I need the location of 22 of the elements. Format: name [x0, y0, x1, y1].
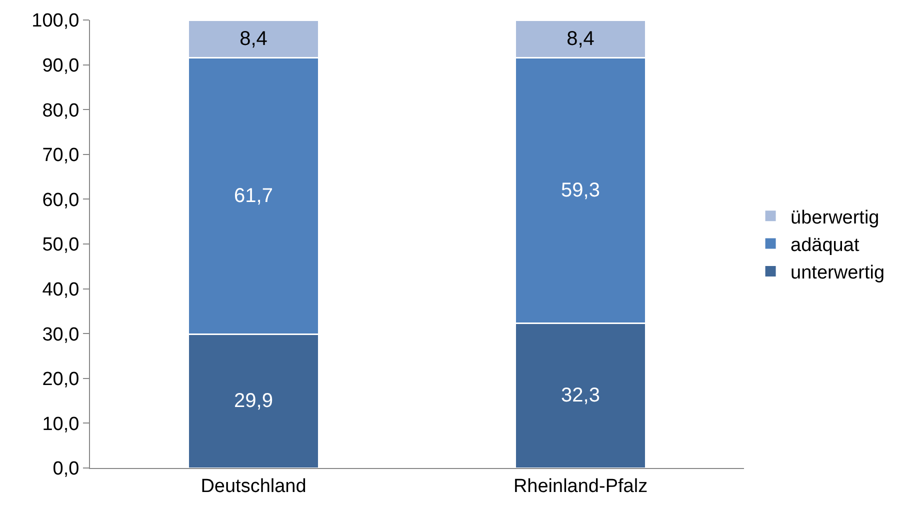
data-label: 8,4	[566, 28, 594, 50]
data-label: 8,4	[240, 28, 268, 50]
y-tick-label: 60,0	[42, 190, 80, 211]
y-tick-label: 90,0	[42, 55, 80, 76]
y-tick-label: 100,0	[32, 10, 80, 32]
x-tick-label: Deutschland	[200, 476, 306, 497]
y-tick-label: 50,0	[42, 234, 80, 256]
legend-label: adäquat	[790, 234, 860, 256]
y-tick-label: 0,0	[52, 458, 80, 480]
data-label: 32,3	[561, 384, 600, 407]
y-tick-label: 70,0	[42, 145, 80, 166]
legend-label: überwertig	[790, 207, 880, 228]
data-label: 59,3	[561, 179, 600, 202]
y-tick-label: 80,0	[42, 100, 80, 122]
legend-label: unterwertig	[790, 262, 885, 284]
data-label: 29,9	[234, 390, 273, 412]
y-tick-label: 10,0	[42, 414, 80, 435]
x-tick-label: Rheinland-Pfalz	[513, 476, 648, 497]
y-tick-label: 40,0	[42, 279, 80, 300]
y-tick-label: 20,0	[42, 369, 80, 390]
y-tick-label: 30,0	[42, 324, 80, 346]
data-label: 61,7	[234, 184, 273, 207]
